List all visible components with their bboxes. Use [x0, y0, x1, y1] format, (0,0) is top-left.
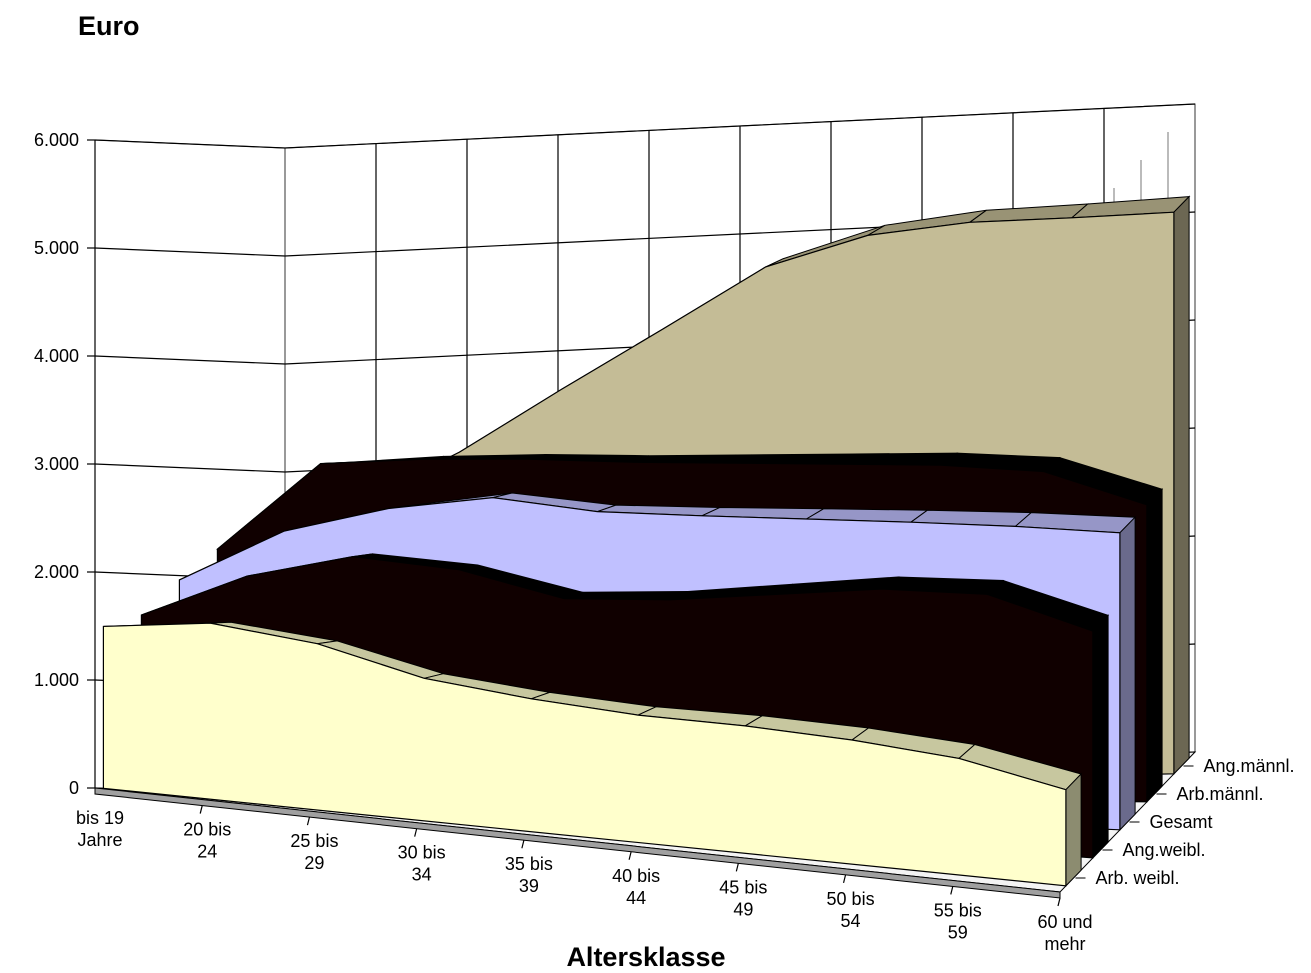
x-tick-label: 30 bis 34: [398, 843, 446, 885]
x-axis-ticks: bis 19 Jahre 20 bis 24 25 bis 29 30 bis 34 35 bi…: [76, 805, 1093, 954]
y-tick-label: 5.000: [34, 238, 79, 258]
x-tick-mark: [1057, 897, 1061, 907]
series-axis-labels: Arb. weibl. Ang.weibl. Gesamt Arb.männl. Ang…: [1075, 756, 1295, 888]
x-tick-label: 60 und mehr: [1037, 912, 1092, 954]
y-tick-label: 4.000: [34, 346, 79, 366]
x-tick-label: 40 bis 44: [612, 866, 660, 908]
x-tick-mark: [628, 851, 632, 860]
series-end-cap: [1146, 487, 1163, 804]
x-tick-label: 35 bis 39: [505, 854, 553, 896]
y-tick-label: 1.000: [34, 670, 79, 690]
x-tick-label: 25 bis 29: [290, 831, 338, 873]
series-label: Gesamt: [1150, 812, 1213, 832]
x-axis-title: Altersklasse: [566, 942, 725, 972]
y-tick-label: 2.000: [34, 562, 79, 582]
series-end-cap: [1092, 614, 1109, 860]
x-tick-mark: [521, 840, 525, 849]
series-end-cap: [1065, 772, 1082, 888]
gridline-horizontal: [94, 103, 1196, 149]
x-tick-label: 20 bis 24: [183, 820, 231, 862]
series-ribbons: [102, 195, 1191, 888]
x-tick-mark: [735, 863, 739, 872]
series-end-cap: [1173, 195, 1190, 776]
series-label: Ang.weibl.: [1123, 840, 1206, 860]
y-tick-label: 0: [69, 778, 79, 798]
series-label: Arb.männl.: [1177, 784, 1264, 804]
y-axis-ticks: 0 1.000 2.000 3.000 4.000 5.000 6.000: [34, 130, 95, 798]
x-tick-label: 45 bis 49: [719, 877, 767, 919]
x-tick-mark: [950, 886, 954, 895]
y-tick-label: 3.000: [34, 454, 79, 474]
series-0: [102, 621, 1083, 888]
series-top-segment: [835, 452, 959, 466]
x-tick-label: bis 19 Jahre: [76, 808, 124, 850]
y-tick-label: 6.000: [34, 130, 79, 150]
series-area: [102, 622, 1067, 887]
x-tick-mark: [306, 816, 311, 826]
series-label: Ang.männl.: [1204, 756, 1295, 776]
series-end-cap: [1119, 515, 1136, 832]
x-tick-label: 55 bis 59: [934, 900, 982, 942]
series-top-segment: [733, 453, 857, 465]
x-tick-mark: [842, 874, 847, 884]
x-tick-mark: [199, 805, 203, 814]
y-axis-title: Euro: [78, 11, 140, 41]
series-label: Arb. weibl.: [1096, 868, 1180, 888]
x-tick-mark: [414, 828, 418, 837]
x-tick-label: 50 bis 54: [827, 889, 875, 931]
